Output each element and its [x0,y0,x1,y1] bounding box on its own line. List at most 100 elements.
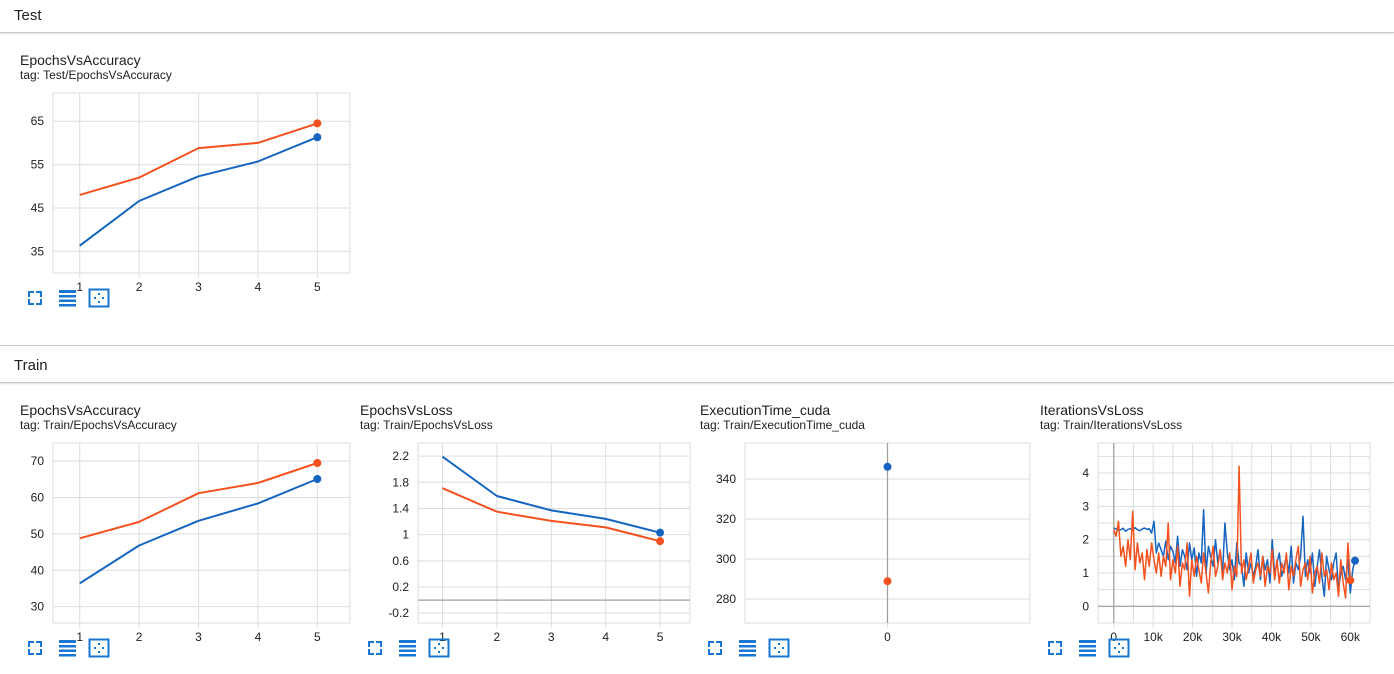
series-line-orange [1113,465,1352,599]
card-tag: tag: Train/ExecutionTime_cuda [700,418,865,432]
section-header-test[interactable]: Test [0,0,1394,33]
series-line-orange [79,462,318,540]
fullscreen-icon [24,288,46,308]
y-tick-label: 55 [31,158,45,172]
x-tick-label: 4 [602,630,609,644]
section-header-train[interactable]: Train [0,350,1394,383]
x-tick-label: 1 [76,280,83,294]
x-tick-label: 30k [1222,630,1242,644]
data-table-button[interactable] [396,638,418,658]
fit-domain-button[interactable] [428,638,450,658]
y-tick-label: 35 [31,244,45,258]
fit-domain-button[interactable] [88,638,110,658]
card-title: EpochsVsAccuracy [20,402,141,418]
fit-domain-icon [768,638,790,658]
x-tick-label: 0 [884,630,891,644]
x-tick-label: 1 [76,630,83,644]
card-title: EpochsVsAccuracy [20,52,141,68]
scatter-chart[interactable]: 280 300 320 340 0 [680,422,1040,652]
plot-frame [52,442,351,624]
series-line-blue [441,455,661,534]
fullscreen-icon [24,638,46,658]
plot-frame [417,442,691,624]
series-point-blue [1351,556,1360,565]
series-point-orange [656,537,665,546]
y-tick-label: 1.8 [392,475,409,489]
x-tick-label: 50k [1301,630,1321,644]
y-tick-label: 45 [31,201,45,215]
fit-domain-button[interactable] [768,638,790,658]
x-tick-label: 5 [314,630,321,644]
fullscreen-button[interactable] [1044,638,1066,658]
plot-frame [1097,442,1371,624]
y-tick-label: 0 [1082,599,1089,613]
card-tag: tag: Test/EpochsVsAccuracy [20,68,172,82]
y-tick-label: 1 [402,528,409,542]
card-title: IterationsVsLoss [1040,402,1144,418]
series-point-blue [656,528,665,537]
chart-card: EpochsVsAccuracy tag: Train/EpochsVsAccu… [0,402,351,672]
fullscreen-button[interactable] [704,638,726,658]
x-tick-label: 3 [195,280,202,294]
fit-domain-button[interactable] [1108,638,1130,658]
fit-domain-icon [88,288,110,308]
y-tick-label: 280 [716,592,736,606]
x-tick-label: 1 [439,630,446,644]
x-tick-label: 4 [255,280,262,294]
fullscreen-button[interactable] [24,638,46,658]
x-tick-label: 2 [136,280,143,294]
x-tick-label: 4 [255,630,262,644]
section-title: Test [14,7,42,24]
x-tick-label: 5 [657,630,664,644]
y-tick-label: 65 [31,114,45,128]
fullscreen-icon [1044,638,1066,658]
x-tick-label: 0 [1110,630,1117,644]
y-tick-label: 320 [716,512,736,526]
fullscreen-button[interactable] [24,288,46,308]
x-tick-label: 20k [1183,630,1203,644]
x-tick-label: 10k [1144,630,1164,644]
data-table-button[interactable] [56,638,78,658]
series-line-blue [79,478,318,585]
y-tick-label: 2 [1082,533,1089,547]
x-tick-label: 2 [494,630,501,644]
series-line-blue [79,136,318,247]
y-tick-label: 0.6 [392,554,409,568]
fullscreen-button[interactable] [364,638,386,658]
data-table-icon [56,288,78,308]
y-tick-label: 70 [31,454,45,468]
series-point-blue [313,133,322,142]
fit-domain-icon [88,638,110,658]
y-tick-label: 1 [1082,566,1089,580]
data-table-button[interactable] [1076,638,1098,658]
y-tick-label: 40 [31,563,45,577]
card-tag: tag: Train/EpochsVsLoss [360,418,493,432]
data-table-icon [1076,638,1098,658]
fit-domain-button[interactable] [88,288,110,308]
chart-card: ExecutionTime_cuda tag: Train/ExecutionT… [680,402,1031,672]
y-tick-label: 3 [1082,499,1089,513]
chart-card: IterationsVsLoss tag: Train/IterationsVs… [1020,402,1371,672]
line-chart[interactable]: 0 1 2 3 4 0 10k 20k 30k 40k 50k 60k [1020,422,1380,652]
card-tag: tag: Train/EpochsVsAccuracy [20,418,177,432]
y-tick-label: 340 [716,472,736,486]
y-tick-label: 0.2 [392,580,409,594]
series-line-blue [1113,508,1356,598]
fullscreen-icon [364,638,386,658]
series-point-orange [313,119,322,128]
x-tick-label: 3 [548,630,555,644]
y-tick-label: 60 [31,491,45,505]
data-table-button[interactable] [736,638,758,658]
data-table-button[interactable] [56,288,78,308]
fullscreen-icon [704,638,726,658]
line-chart[interactable]: -0.2 0.2 0.6 1 1.4 1.8 2.2 1 2 3 4 5 [340,422,700,652]
section-title: Train [14,357,48,374]
x-tick-label: 5 [314,280,321,294]
series-point-orange [883,577,892,586]
chart-card: EpochsVsLoss tag: Train/EpochsVsLoss -0.… [340,402,691,672]
fit-domain-icon [428,638,450,658]
line-chart[interactable]: 30 40 50 60 70 1 2 3 4 5 [0,422,360,652]
series-point-orange [313,459,322,467]
y-tick-label: 2.2 [392,449,409,463]
